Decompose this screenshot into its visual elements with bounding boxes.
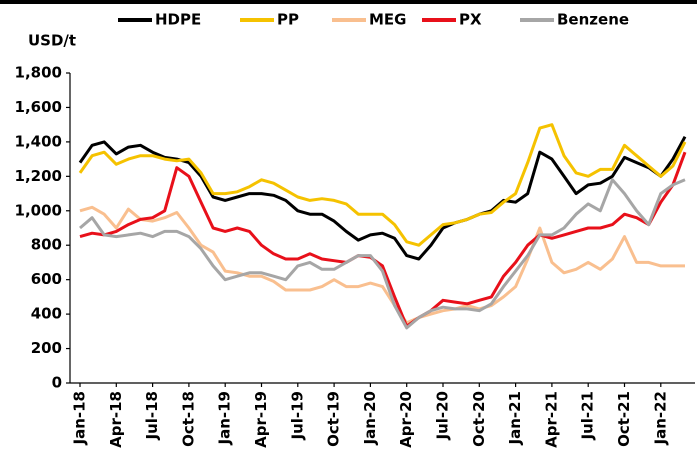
x-tick-label: Jul-20 xyxy=(434,391,452,441)
y-tick-label: 200 xyxy=(31,339,62,357)
y-tick-label: 1,000 xyxy=(15,201,62,219)
y-tick-label: 600 xyxy=(31,270,62,288)
y-tick-label: 1,200 xyxy=(15,167,62,185)
legend-label: MEG xyxy=(369,11,407,29)
legend-label: PX xyxy=(459,11,482,29)
x-tick-label: Jan-22 xyxy=(651,391,669,445)
y-axis-label: USD/t xyxy=(28,32,76,50)
x-tick-label: Oct-18 xyxy=(179,391,197,447)
x-tick-label: Apr-21 xyxy=(542,391,560,448)
x-tick-label: Jul-21 xyxy=(579,391,597,441)
y-tick-label: 0 xyxy=(52,374,62,392)
series-line xyxy=(79,205,685,325)
x-tick-label: Oct-21 xyxy=(615,391,633,447)
y-tick-label: 400 xyxy=(31,305,62,323)
series-line xyxy=(78,123,687,247)
x-tick-label: Jan-20 xyxy=(361,391,379,445)
series-line xyxy=(79,151,687,328)
series-line xyxy=(79,178,686,330)
legend-label: HDPE xyxy=(155,11,201,29)
x-tick-label: Jan-21 xyxy=(506,391,524,445)
x-tick-label: Jan-19 xyxy=(216,391,234,445)
top-rule xyxy=(0,0,697,4)
x-tick-label: Jul-19 xyxy=(288,391,306,441)
y-tick-label: 1,400 xyxy=(15,132,62,150)
x-tick-label: Jan-18 xyxy=(71,391,89,445)
x-tick-label: Jul-18 xyxy=(143,391,161,441)
legend-label: PP xyxy=(277,11,299,29)
x-tick-label: Apr-18 xyxy=(107,391,125,448)
y-tick-label: 1,600 xyxy=(15,98,62,116)
x-tick-label: Apr-20 xyxy=(397,391,415,448)
x-tick-label: Oct-20 xyxy=(470,391,488,447)
legend-label: Benzene xyxy=(557,11,629,29)
y-tick-label: 800 xyxy=(31,236,62,254)
series-line xyxy=(78,135,687,261)
x-tick-label: Oct-19 xyxy=(325,391,343,447)
y-tick-label: 1,800 xyxy=(15,64,62,82)
x-tick-label: Apr-19 xyxy=(252,391,270,448)
